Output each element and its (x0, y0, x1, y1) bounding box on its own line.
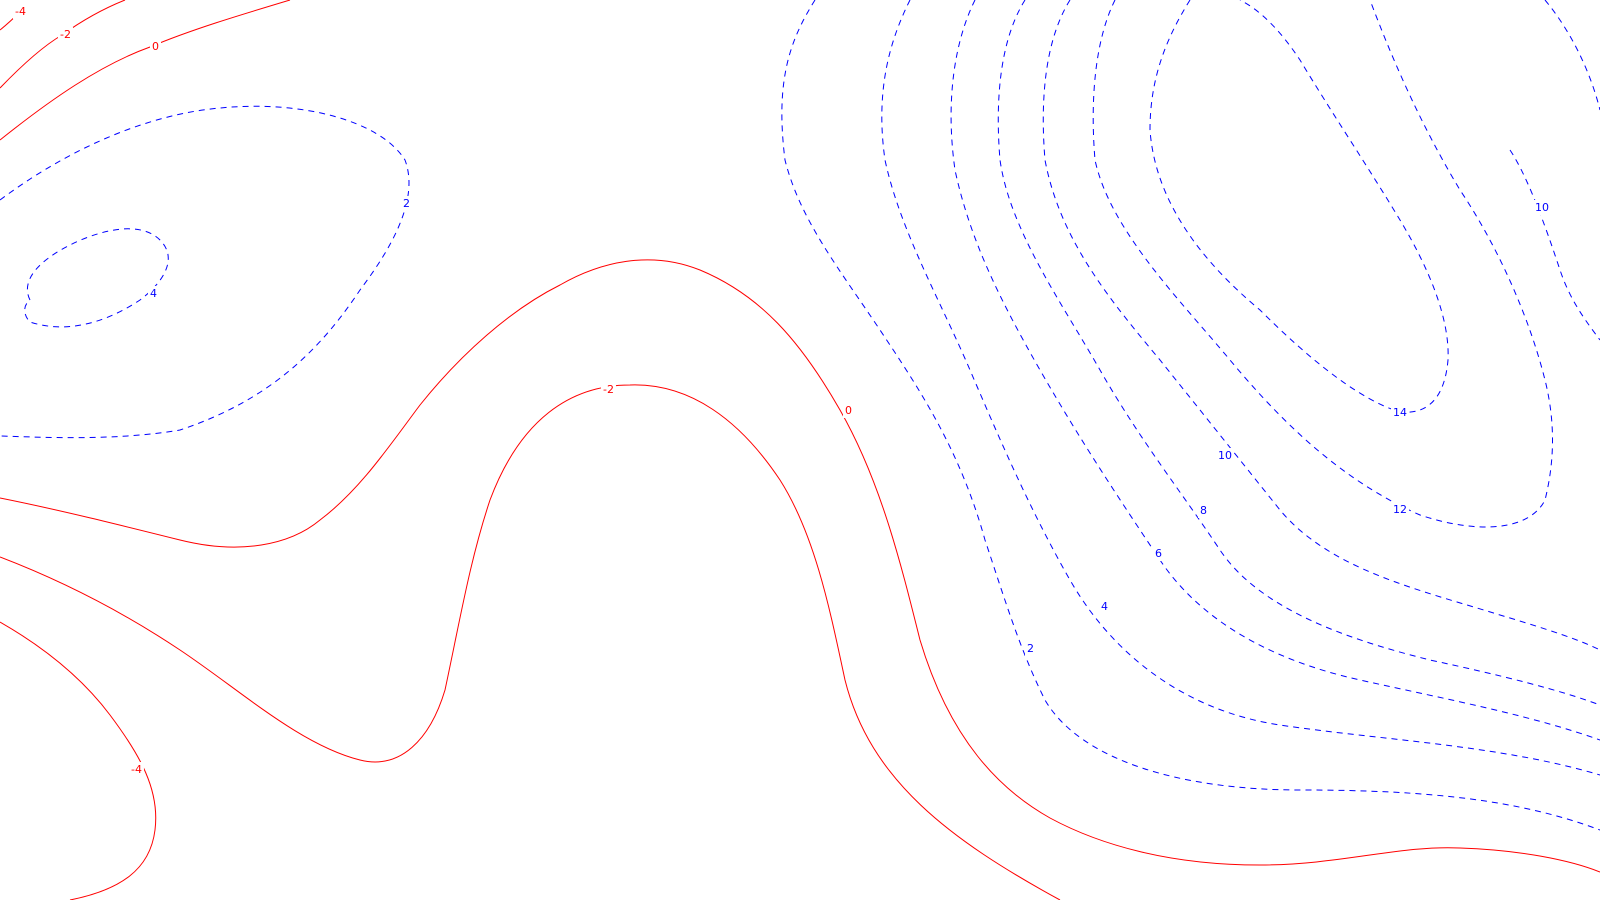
label-knockout (1153, 546, 1164, 561)
label-knockout (1391, 502, 1409, 517)
label-knockout (148, 286, 159, 301)
contour-label-zero-main: 0 (845, 404, 852, 417)
contour-line-plus8 (997, 0, 1600, 706)
contour-label-plus2-right: 2 (1027, 642, 1034, 655)
contour-label-plus8: 8 (1200, 504, 1207, 517)
contour-label-minus4-top: -4 (15, 5, 26, 18)
contour-label-minus2-top: -2 (60, 28, 71, 41)
contour-label-minus2-main: -2 (603, 383, 614, 396)
contour-line-minus2-main (0, 384, 1061, 900)
positive-contours (0, 0, 1600, 831)
contour-label-plus6: 6 (1155, 547, 1162, 560)
label-knockout (58, 27, 73, 42)
label-knockout (1533, 200, 1551, 215)
contour-line-zero-main (0, 259, 1600, 873)
contour-label-minus4-main: -4 (131, 763, 142, 776)
label-knockouts (13, 4, 1551, 777)
contour-label-plus4-left: 4 (150, 287, 157, 300)
contour-line-plus4-right (881, 0, 1600, 776)
contour-line-plus14 (1149, 0, 1449, 413)
contour-line-plus10-main (1042, 0, 1600, 651)
label-knockout (150, 39, 161, 54)
label-knockout (1099, 599, 1110, 614)
label-knockout (601, 382, 616, 397)
contour-label-zero-top: 0 (152, 40, 159, 53)
contour-line-zero-top (0, 0, 291, 141)
contour-label-plus4-right: 4 (1101, 600, 1108, 613)
label-knockout (1391, 405, 1409, 420)
label-knockout (1198, 503, 1209, 518)
label-knockout (843, 403, 854, 418)
label-knockout (13, 4, 28, 19)
contour-line-plus2-left (0, 105, 410, 439)
contour-line-plus12 (1092, 0, 1553, 528)
contour-label-plus10-main: 10 (1218, 449, 1232, 462)
contour-labels: -4 -2 0 2 4 -2 0 -4 14 10 12 10 8 6 4 2 (15, 5, 1549, 776)
contour-line-plus2-right (781, 0, 1600, 831)
contour-label-plus10-right: 10 (1535, 201, 1549, 214)
contour-line-plus4-left (24, 228, 169, 328)
label-knockout (401, 196, 412, 211)
contour-label-plus14: 14 (1393, 406, 1407, 419)
label-knockout (1216, 448, 1234, 463)
contour-line-plus6 (950, 0, 1600, 741)
contour-label-plus2-left: 2 (403, 197, 410, 210)
label-knockout (129, 762, 144, 777)
contour-line-plus10-right (1509, 0, 1600, 341)
label-knockout (1025, 641, 1036, 656)
contour-label-plus12: 12 (1393, 503, 1407, 516)
